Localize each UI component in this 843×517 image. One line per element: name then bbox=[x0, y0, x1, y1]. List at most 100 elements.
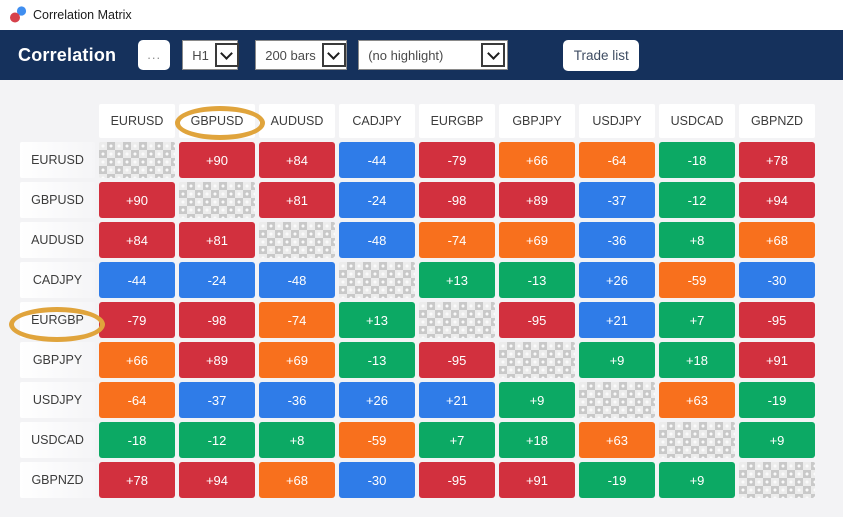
matrix-cell-usdcad-gbpnzd[interactable]: +9 bbox=[739, 422, 815, 458]
matrix-cell-gbpnzd-gbpjpy[interactable]: +91 bbox=[499, 462, 575, 498]
trade-list-button[interactable]: Trade list bbox=[563, 39, 640, 71]
matrix-cell-eurusd-usdcad[interactable]: -18 bbox=[659, 142, 735, 178]
matrix-corner-spacer bbox=[20, 104, 95, 138]
matrix-cell-eurgbp-gbpnzd[interactable]: -95 bbox=[739, 302, 815, 338]
matrix-cell-gbpnzd-usdcad[interactable]: +9 bbox=[659, 462, 735, 498]
matrix-cell-eurusd-gbpjpy[interactable]: +66 bbox=[499, 142, 575, 178]
timeframe-select[interactable]: H1 bbox=[182, 40, 239, 70]
matrix-cell-cadjpy-usdjpy[interactable]: +26 bbox=[579, 262, 655, 298]
row-header-eurusd[interactable]: EURUSD bbox=[20, 142, 95, 178]
column-header-gbpnzd[interactable]: GBPNZD bbox=[739, 104, 815, 138]
matrix-cell-gbpjpy-eurgbp[interactable]: -95 bbox=[419, 342, 495, 378]
matrix-cell-usdcad-eurusd[interactable]: -18 bbox=[99, 422, 175, 458]
matrix-cell-gbpusd-eurgbp[interactable]: -98 bbox=[419, 182, 495, 218]
matrix-cell-usdcad-cadjpy[interactable]: -59 bbox=[339, 422, 415, 458]
matrix-cell-usdjpy-eurgbp[interactable]: +21 bbox=[419, 382, 495, 418]
row-header-gbpjpy[interactable]: GBPJPY bbox=[20, 342, 95, 378]
bars-select[interactable]: 200 bars bbox=[255, 40, 348, 70]
column-header-gbpjpy[interactable]: GBPJPY bbox=[499, 104, 575, 138]
matrix-cell-eurusd-cadjpy[interactable]: -44 bbox=[339, 142, 415, 178]
matrix-cell-audusd-gbpjpy[interactable]: +69 bbox=[499, 222, 575, 258]
matrix-cell-cadjpy-eurgbp[interactable]: +13 bbox=[419, 262, 495, 298]
row-header-audusd[interactable]: AUDUSD bbox=[20, 222, 95, 258]
chevron-down-icon bbox=[214, 43, 239, 67]
column-header-cadjpy[interactable]: CADJPY bbox=[339, 104, 415, 138]
matrix-cell-gbpnzd-eurgbp[interactable]: -95 bbox=[419, 462, 495, 498]
matrix-cell-audusd-gbpusd[interactable]: +81 bbox=[179, 222, 255, 258]
more-options-button[interactable]: ... bbox=[138, 40, 171, 70]
matrix-cell-gbpnzd-cadjpy[interactable]: -30 bbox=[339, 462, 415, 498]
matrix-cell-audusd-usdcad[interactable]: +8 bbox=[659, 222, 735, 258]
column-header-eurusd[interactable]: EURUSD bbox=[99, 104, 175, 138]
matrix-cell-eurusd-gbpusd[interactable]: +90 bbox=[179, 142, 255, 178]
row-header-usdjpy[interactable]: USDJPY bbox=[20, 382, 95, 418]
matrix-cell-usdcad-usdjpy[interactable]: +63 bbox=[579, 422, 655, 458]
matrix-cell-eurgbp-audusd[interactable]: -74 bbox=[259, 302, 335, 338]
matrix-cell-gbpjpy-usdcad[interactable]: +18 bbox=[659, 342, 735, 378]
matrix-cell-gbpjpy-audusd[interactable]: +69 bbox=[259, 342, 335, 378]
matrix-cell-gbpnzd-gbpusd[interactable]: +94 bbox=[179, 462, 255, 498]
matrix-cell-gbpusd-audusd[interactable]: +81 bbox=[259, 182, 335, 218]
matrix-cell-usdcad-eurgbp[interactable]: +7 bbox=[419, 422, 495, 458]
matrix-cell-gbpusd-gbpnzd[interactable]: +94 bbox=[739, 182, 815, 218]
matrix-cell-usdcad-audusd[interactable]: +8 bbox=[259, 422, 335, 458]
matrix-cell-usdjpy-cadjpy[interactable]: +26 bbox=[339, 382, 415, 418]
column-header-usdcad[interactable]: USDCAD bbox=[659, 104, 735, 138]
matrix-cell-usdjpy-gbpjpy[interactable]: +9 bbox=[499, 382, 575, 418]
row-header-cadjpy[interactable]: CADJPY bbox=[20, 262, 95, 298]
matrix-cell-gbpusd-cadjpy[interactable]: -24 bbox=[339, 182, 415, 218]
row-header-gbpnzd[interactable]: GBPNZD bbox=[20, 462, 95, 498]
matrix-cell-gbpusd-eurusd[interactable]: +90 bbox=[99, 182, 175, 218]
matrix-cell-gbpjpy-usdjpy[interactable]: +9 bbox=[579, 342, 655, 378]
matrix-cell-usdjpy-eurusd[interactable]: -64 bbox=[99, 382, 175, 418]
matrix-cell-cadjpy-gbpnzd[interactable]: -30 bbox=[739, 262, 815, 298]
row-header-usdcad[interactable]: USDCAD bbox=[20, 422, 95, 458]
row-header-gbpusd[interactable]: GBPUSD bbox=[20, 182, 95, 218]
matrix-cell-audusd-eurgbp[interactable]: -74 bbox=[419, 222, 495, 258]
matrix-cell-gbpnzd-usdjpy[interactable]: -19 bbox=[579, 462, 655, 498]
matrix-cell-gbpjpy-gbpnzd[interactable]: +91 bbox=[739, 342, 815, 378]
column-header-audusd[interactable]: AUDUSD bbox=[259, 104, 335, 138]
matrix-cell-gbpusd-usdjpy[interactable]: -37 bbox=[579, 182, 655, 218]
matrix-cell-eurgbp-gbpusd[interactable]: -98 bbox=[179, 302, 255, 338]
matrix-cell-cadjpy-gbpjpy[interactable]: -13 bbox=[499, 262, 575, 298]
matrix-cell-audusd-gbpnzd[interactable]: +68 bbox=[739, 222, 815, 258]
matrix-cell-eurgbp-cadjpy[interactable]: +13 bbox=[339, 302, 415, 338]
column-header-usdjpy[interactable]: USDJPY bbox=[579, 104, 655, 138]
highlight-value: (no highlight) bbox=[368, 47, 444, 63]
matrix-cell-eurusd-gbpnzd[interactable]: +78 bbox=[739, 142, 815, 178]
matrix-cell-gbpnzd-eurusd[interactable]: +78 bbox=[99, 462, 175, 498]
column-header-eurgbp[interactable]: EURGBP bbox=[419, 104, 495, 138]
matrix-cell-cadjpy-eurusd[interactable]: -44 bbox=[99, 262, 175, 298]
chevron-down-icon bbox=[321, 43, 346, 67]
matrix-cell-audusd-eurusd[interactable]: +84 bbox=[99, 222, 175, 258]
matrix-cell-gbpnzd-audusd[interactable]: +68 bbox=[259, 462, 335, 498]
matrix-cell-usdcad-gbpjpy[interactable]: +18 bbox=[499, 422, 575, 458]
matrix-cell-gbpjpy-cadjpy[interactable]: -13 bbox=[339, 342, 415, 378]
matrix-cell-eurusd-usdjpy[interactable]: -64 bbox=[579, 142, 655, 178]
matrix-cell-eurusd-audusd[interactable]: +84 bbox=[259, 142, 335, 178]
matrix-cell-eurusd-eurgbp[interactable]: -79 bbox=[419, 142, 495, 178]
matrix-cell-eurgbp-eurusd[interactable]: -79 bbox=[99, 302, 175, 338]
matrix-cell-eurgbp-usdcad[interactable]: +7 bbox=[659, 302, 735, 338]
matrix-cell-usdjpy-gbpusd[interactable]: -37 bbox=[179, 382, 255, 418]
matrix-cell-audusd-usdjpy[interactable]: -36 bbox=[579, 222, 655, 258]
matrix-cell-usdjpy-usdcad[interactable]: +63 bbox=[659, 382, 735, 418]
matrix-cell-gbpusd-gbpjpy[interactable]: +89 bbox=[499, 182, 575, 218]
matrix-cell-cadjpy-gbpusd[interactable]: -24 bbox=[179, 262, 255, 298]
matrix-cell-gbpjpy-gbpusd[interactable]: +89 bbox=[179, 342, 255, 378]
matrix-cell-gbpjpy-eurusd[interactable]: +66 bbox=[99, 342, 175, 378]
column-header-gbpusd[interactable]: GBPUSD bbox=[179, 104, 255, 138]
matrix-cell-usdcad-gbpusd[interactable]: -12 bbox=[179, 422, 255, 458]
matrix-cell-cadjpy-usdcad[interactable]: -59 bbox=[659, 262, 735, 298]
highlight-select[interactable]: (no highlight) bbox=[358, 40, 509, 70]
matrix-cell-usdjpy-audusd[interactable]: -36 bbox=[259, 382, 335, 418]
row-header-eurgbp[interactable]: EURGBP bbox=[20, 302, 95, 338]
matrix-cell-audusd-cadjpy[interactable]: -48 bbox=[339, 222, 415, 258]
matrix-cell-usdjpy-gbpnzd[interactable]: -19 bbox=[739, 382, 815, 418]
matrix-cell-cadjpy-audusd[interactable]: -48 bbox=[259, 262, 335, 298]
diagonal-cell-usdjpy bbox=[579, 382, 655, 418]
matrix-cell-gbpusd-usdcad[interactable]: -12 bbox=[659, 182, 735, 218]
matrix-cell-eurgbp-usdjpy[interactable]: +21 bbox=[579, 302, 655, 338]
matrix-cell-eurgbp-gbpjpy[interactable]: -95 bbox=[499, 302, 575, 338]
